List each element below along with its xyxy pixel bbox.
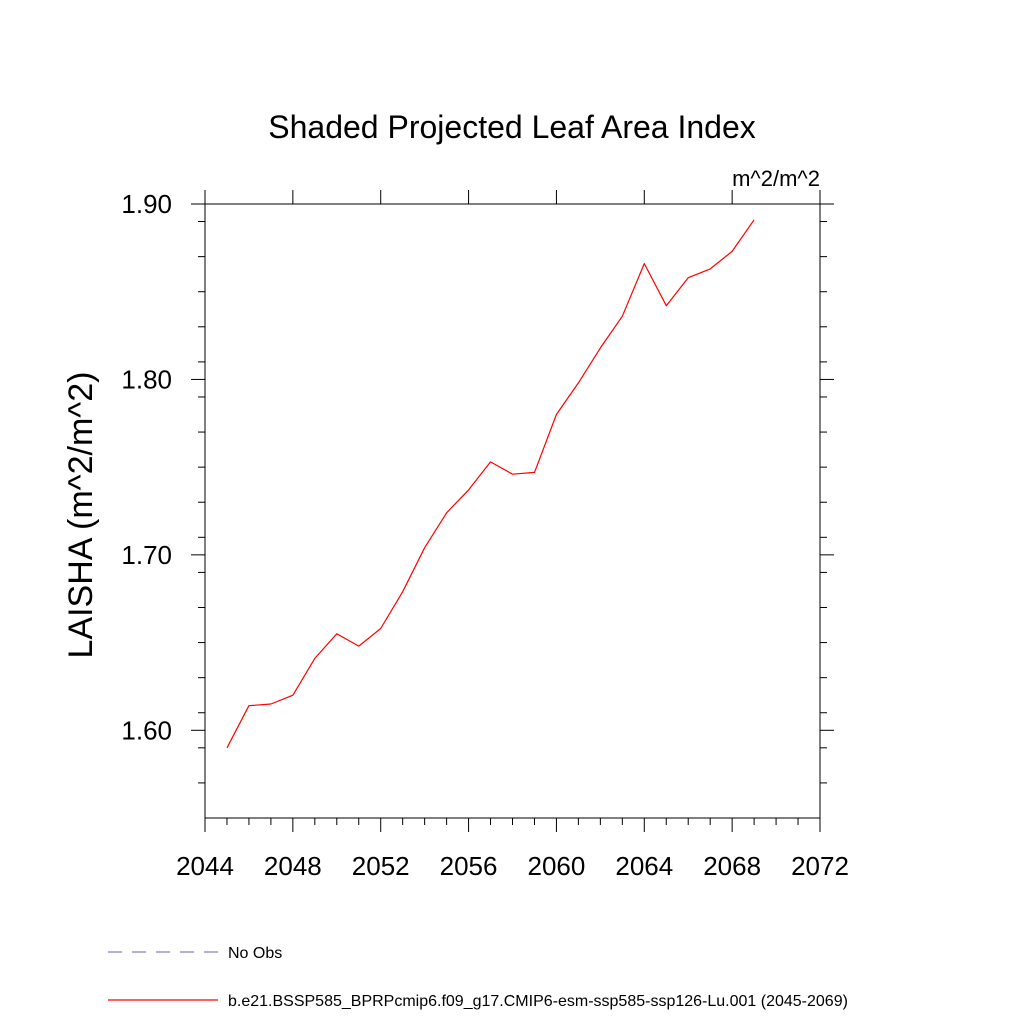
x-tick-label: 2052 (352, 851, 410, 881)
y-tick-label: 1.90 (121, 189, 172, 219)
x-tick-label: 2060 (528, 851, 586, 881)
x-tick-label: 2068 (703, 851, 761, 881)
legend-label-1: b.e21.BSSP585_BPRPcmip6.f09_g17.CMIP6-es… (228, 993, 848, 1010)
x-tick-label: 2072 (791, 851, 849, 881)
y-tick-label: 1.80 (121, 364, 172, 394)
x-tick-label: 2048 (264, 851, 322, 881)
y-axis-label: LAISHA (m^2/m^2) (62, 372, 100, 659)
legend-label-0: No Obs (228, 945, 282, 962)
y-tick-label: 1.60 (121, 715, 172, 745)
x-tick-label: 2044 (176, 851, 234, 881)
plot-frame (204, 203, 821, 819)
x-tick-label: 2056 (440, 851, 498, 881)
series-lines (226, 219, 755, 749)
chart-title: Shaded Projected Leaf Area Index (268, 109, 755, 145)
x-tick-label: 2064 (615, 851, 673, 881)
series-line-0 (226, 219, 755, 749)
axis-ticks: 2044 2048 2052 2056 2060 2064 2068 2072 1.60 1.70… (121, 189, 849, 881)
legend: No Obs b.e21.BSSP585_BPRPcmip6.f09_g17.CM… (108, 945, 848, 1010)
y-tick-label: 1.70 (121, 540, 172, 570)
units-label: m^2/m^2 (732, 166, 820, 191)
